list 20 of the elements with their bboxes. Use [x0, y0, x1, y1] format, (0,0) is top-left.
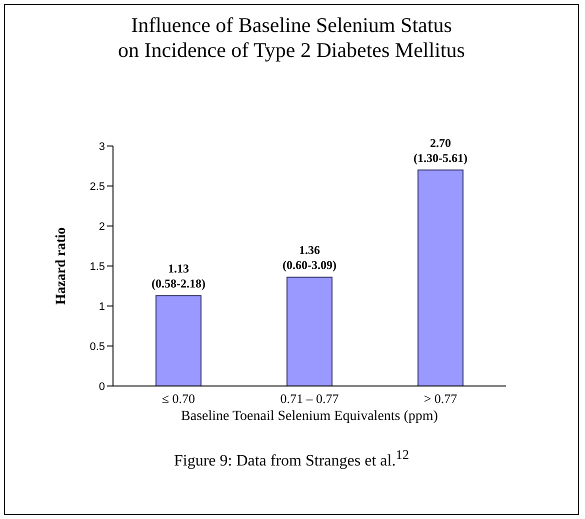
x-axis-title: Baseline Toenail Selenium Equivalents (ppm)	[181, 408, 438, 424]
y-axis-title: Hazard ratio	[54, 227, 69, 305]
caption: Figure 9: Data from Stranges et al.$^{12}$	[172, 447, 410, 470]
y-tick-label: 2.5	[90, 180, 105, 193]
x-tick-label: > 0.77	[424, 391, 458, 406]
bar	[418, 170, 464, 386]
y-tick-label: 1.5	[90, 260, 105, 273]
data-label: 1.36 (0.60-3.09)	[282, 243, 336, 272]
y-tick-label: 0.5	[90, 340, 105, 353]
y-tick-label: 2	[98, 220, 105, 233]
chart-title: Influence of Baseline Selenium Status on Incidence of Type 2 Diabetes Mellitus	[117, 13, 466, 63]
bar	[156, 295, 202, 386]
bar	[286, 276, 332, 386]
x-tick-label: ≤ 0.70	[162, 391, 196, 406]
y-tick-label: 1	[98, 300, 105, 313]
data-label: 1.13 (0.58-2.18)	[152, 262, 206, 291]
y-tick-label: 3	[98, 140, 105, 153]
y-tick-label: 0	[98, 380, 105, 393]
x-tick-label: 0.71 – 0.77	[280, 391, 340, 406]
data-label: 2.70 (1.30-5.61)	[414, 136, 468, 165]
